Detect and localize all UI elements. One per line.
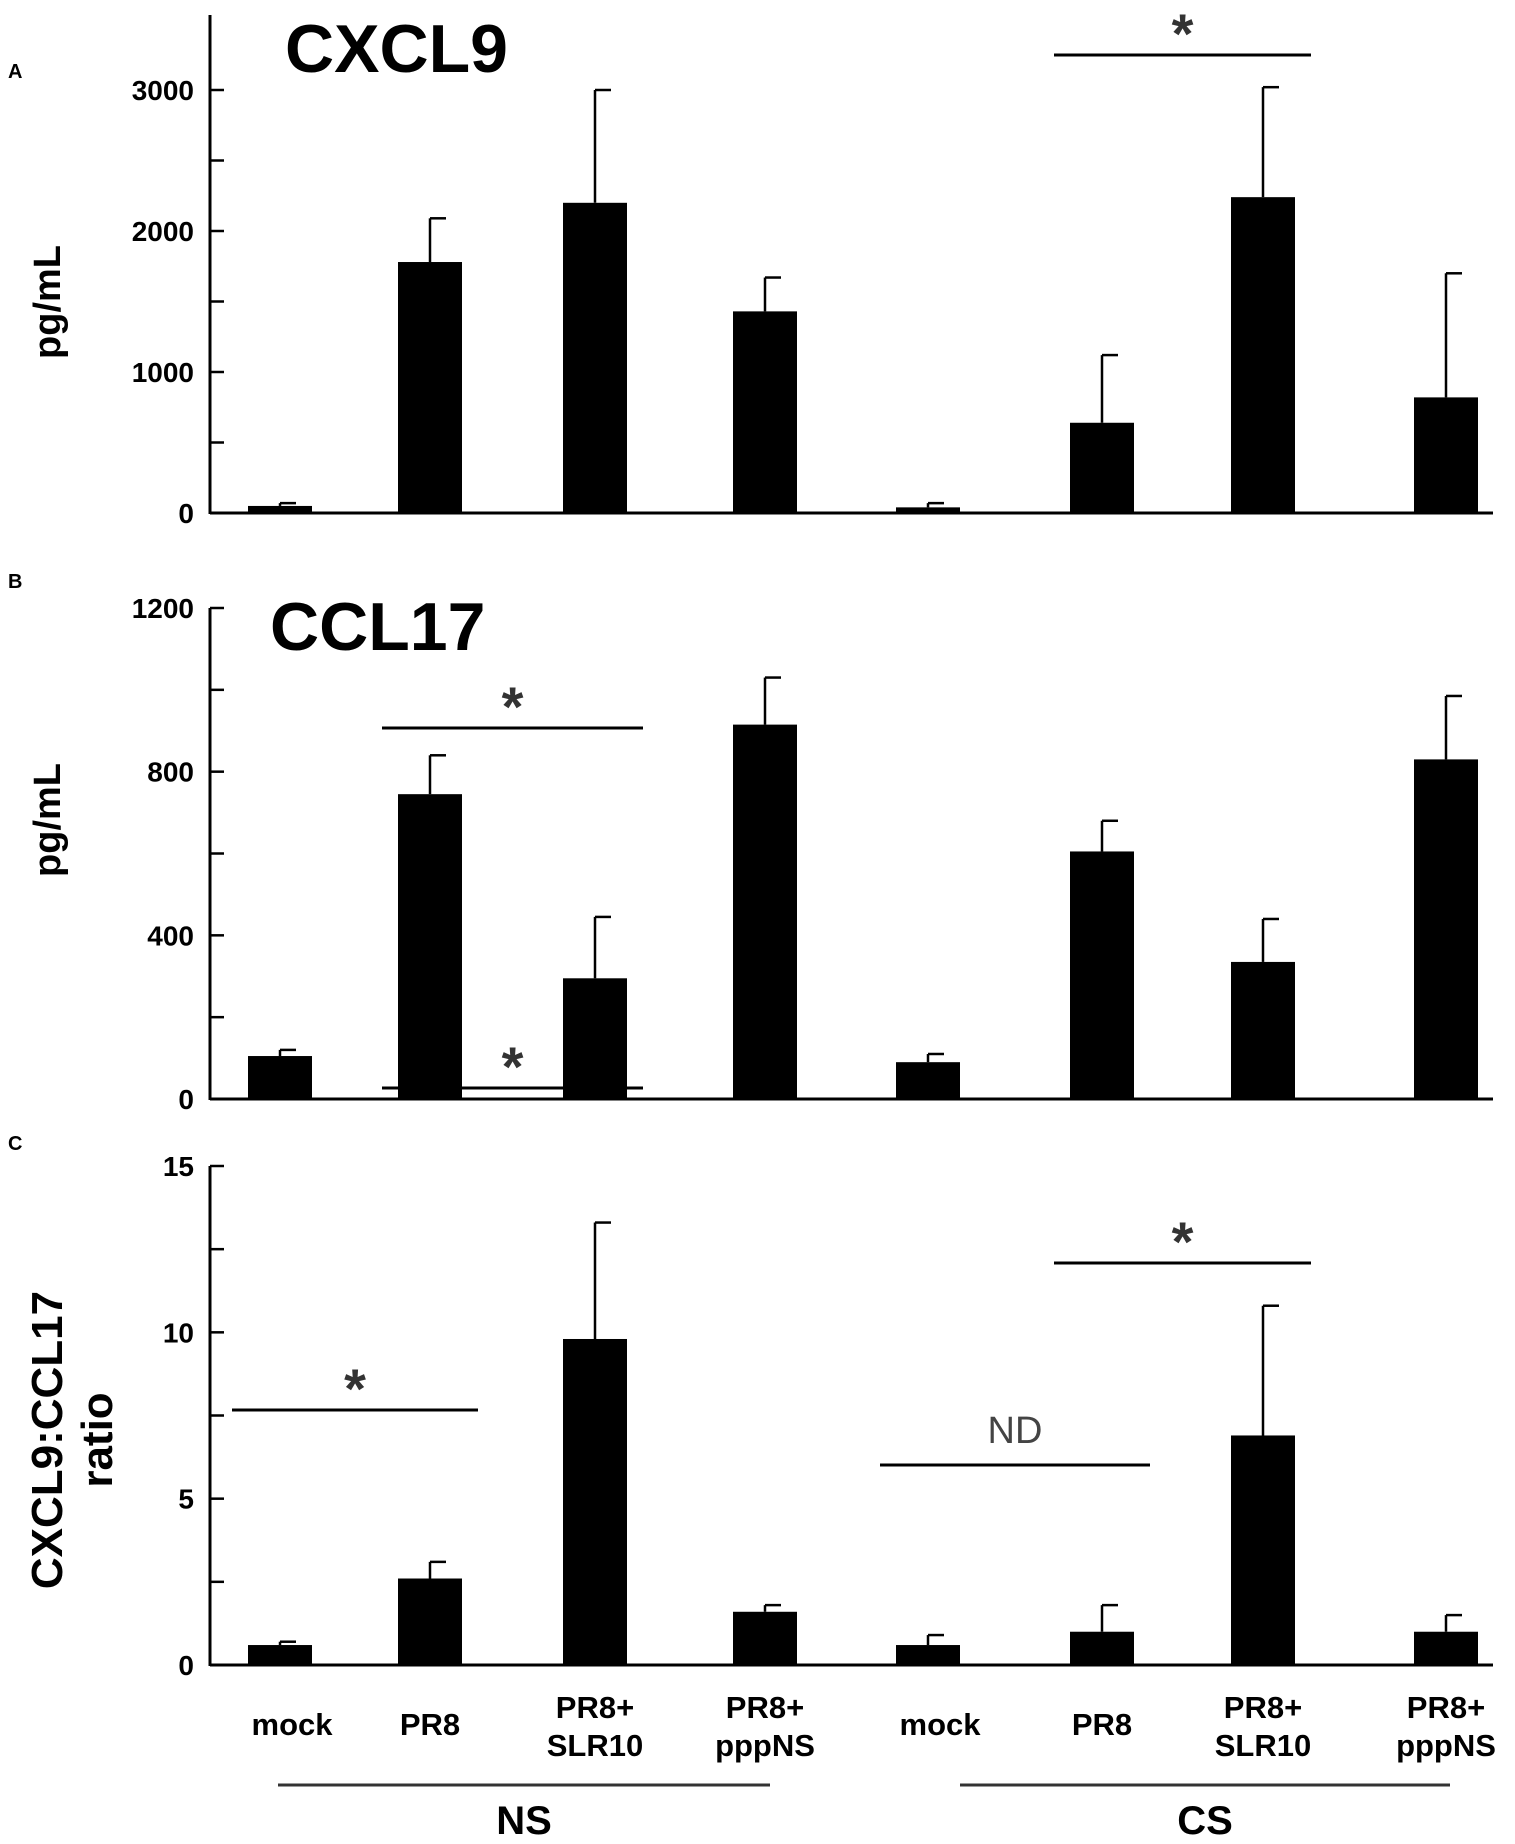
panel-c-tick-label: 10: [163, 1317, 194, 1348]
panel-b-tick-label: 0: [178, 1084, 194, 1115]
panel-b-bar: [248, 1056, 312, 1099]
panel-b-bar: [733, 724, 797, 1099]
panel-b-ylabel: pg/mL: [27, 763, 69, 877]
panel-c-bar: [1070, 1631, 1134, 1665]
category-label: PR8: [400, 1707, 460, 1742]
category-label-line2: SLR10: [547, 1728, 643, 1763]
panel-a-tick-label: 3000: [132, 75, 194, 106]
panel-c-bar: [398, 1578, 462, 1665]
panel-b-letter: B: [8, 571, 22, 593]
panel-c-significance-star: *: [344, 1357, 366, 1420]
panel-b-significance-star: *: [502, 675, 524, 738]
category-label-line1: PR8+: [556, 1690, 634, 1725]
panel-b-bar: [563, 978, 627, 1099]
panel-a-bar: [1070, 422, 1134, 513]
panel-b-bar: [1070, 851, 1134, 1099]
category-label: PR8: [1072, 1707, 1132, 1742]
panel-a-bar: [1414, 397, 1478, 513]
panel-a-bar: [896, 507, 960, 513]
panel-a-bar: [563, 202, 627, 514]
panel-c-ylabel: CXCL9:CCL17ratio: [23, 1291, 122, 1589]
panel-c-significance-star: *: [1172, 1210, 1194, 1273]
group-label-ns: NS: [496, 1799, 552, 1843]
panel-c-ylabel-line2: ratio: [73, 1392, 122, 1487]
panel-c-bar: [733, 1611, 797, 1665]
panel-a-tick-label: 0: [178, 498, 194, 529]
panel-b-bar: [398, 794, 462, 1099]
panel-a-bar: [1231, 197, 1295, 513]
panel-b-bar: [896, 1062, 960, 1099]
panel-c-tick-label: 15: [163, 1151, 194, 1182]
panel-c-tick-label: 5: [178, 1484, 194, 1515]
panel-a-tick-label: 1000: [132, 357, 194, 388]
panel-c-bar: [1231, 1435, 1295, 1665]
panel-b-tick-label: 800: [147, 757, 194, 788]
panel-a-tick-label: 2000: [132, 216, 194, 247]
panel-c-bar: [563, 1338, 627, 1665]
panel-c-significance-star: *: [502, 1035, 524, 1098]
panel-b-bar: [1231, 961, 1295, 1099]
panel-b-tick-label: 1200: [132, 593, 194, 624]
panel-c-ylabel-line1: CXCL9:CCL17: [23, 1291, 72, 1589]
category-label-line1: PR8+: [1407, 1690, 1485, 1725]
category-label-line1: PR8+: [1224, 1690, 1302, 1725]
panel-c-significance-nd: ND: [988, 1410, 1043, 1452]
panel-a-ylabel: pg/mL: [27, 245, 69, 359]
category-label-line2: pppNS: [715, 1728, 815, 1763]
category-label-line2: pppNS: [1396, 1728, 1496, 1763]
panel-c-bar: [896, 1645, 960, 1665]
panel-b-tick-label: 400: [147, 920, 194, 951]
group-label-cs: CS: [1177, 1799, 1233, 1843]
panel-a-bar: [398, 262, 462, 513]
panel-a-bar: [248, 505, 312, 513]
panel-c-tick-label: 0: [178, 1650, 194, 1681]
category-label: mock: [252, 1707, 334, 1742]
panel-a-bar: [733, 311, 797, 513]
panel-b-bar: [1414, 759, 1478, 1099]
panel-c-bar: [1414, 1631, 1478, 1665]
panel-b-title: CCL17: [270, 589, 485, 665]
panel-c-letter: C: [8, 1133, 22, 1155]
panel-c-bar: [248, 1645, 312, 1665]
category-label-line1: PR8+: [726, 1690, 804, 1725]
panel-a-significance-star: *: [1172, 2, 1194, 65]
panel-a-letter: A: [8, 61, 22, 83]
panel-a-title: CXCL9: [285, 11, 508, 87]
category-label-line2: SLR10: [1215, 1728, 1311, 1763]
category-label: mock: [900, 1707, 982, 1742]
